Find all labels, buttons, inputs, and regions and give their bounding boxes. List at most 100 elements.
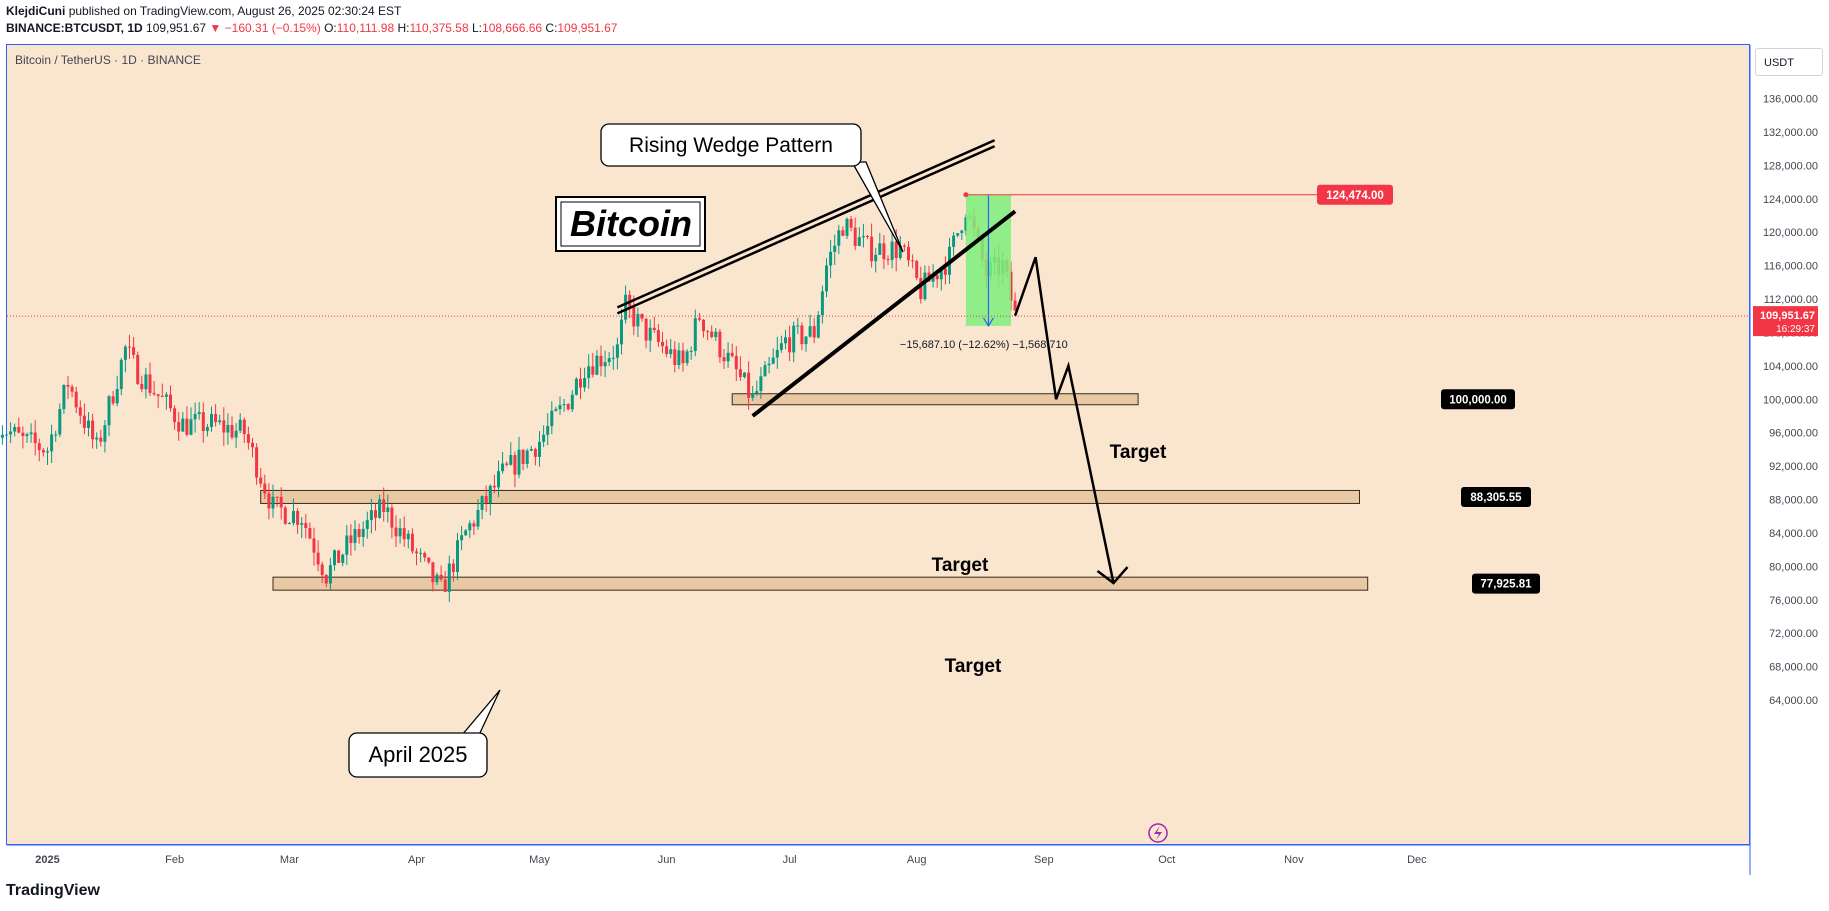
candle [447, 555, 451, 602]
candle-body [431, 562, 435, 583]
measure-arrow-head-icon [982, 317, 994, 327]
y-tick-label: 104,000.00 [1763, 361, 1818, 373]
candle-body [439, 574, 443, 580]
candle-body [665, 346, 669, 355]
candle-body [738, 369, 742, 378]
candle-body [538, 441, 541, 457]
candle [431, 561, 435, 592]
author-name[interactable]: KlejdiCuni [6, 4, 66, 18]
x-tick-label: Oct [1158, 854, 1175, 866]
event-icon[interactable] [1148, 823, 1168, 843]
candle-body [488, 485, 492, 503]
wedge-lower-line[interactable] [751, 209, 1017, 418]
candle-body [796, 325, 800, 327]
candle [640, 313, 644, 322]
candle [505, 461, 509, 467]
candle-body [492, 485, 496, 488]
open-value: 110,111.98 [336, 21, 395, 35]
candle [460, 525, 464, 551]
candle-body [427, 557, 431, 563]
candle [259, 467, 263, 488]
candle-body [320, 564, 324, 576]
april-callout-box[interactable] [348, 732, 488, 778]
target-zone-2[interactable] [260, 489, 1361, 504]
candle [214, 404, 218, 427]
candle-body [177, 422, 181, 432]
candle-body [50, 434, 54, 452]
candle-body [825, 265, 828, 292]
candle [177, 411, 181, 441]
candle [251, 437, 254, 458]
wedge-upper-line-1[interactable] [616, 139, 996, 309]
y-tick-label: 124,000.00 [1763, 194, 1818, 206]
candle-body [447, 563, 451, 592]
wedge-callout-box[interactable] [600, 123, 862, 167]
candle [37, 438, 41, 462]
candle [275, 496, 279, 507]
candle-body [554, 409, 558, 411]
candle-body [386, 507, 390, 513]
candle-body [156, 394, 160, 396]
candle-body [595, 355, 599, 375]
candle-body [546, 426, 550, 435]
candle [718, 328, 722, 364]
candle-body [9, 431, 13, 435]
title-box[interactable] [555, 196, 706, 252]
candle-body [882, 243, 886, 260]
candle-body [878, 243, 882, 255]
candle-body [661, 341, 664, 347]
candle [566, 403, 570, 411]
currency-button[interactable]: USDT [1755, 48, 1823, 76]
price-chart[interactable]: 64,000.00 68,000.00 72,000.00 76,000.00 80,0… [0, 0, 1829, 880]
wedge-callout-text: Rising Wedge Pattern [629, 134, 833, 157]
x-tick-label: Apr [408, 854, 425, 866]
candle-body [685, 351, 689, 364]
y-tick-label: 100,000.00 [1763, 394, 1818, 406]
candle-body [907, 246, 910, 261]
target-zone-3[interactable] [272, 576, 1369, 591]
last-value: 109,951.67 [146, 21, 207, 35]
change-arrow-icon: ▼ [209, 21, 222, 35]
candle-body [152, 392, 156, 395]
y-tick-label: 84,000.00 [1769, 528, 1818, 540]
target-zone-1[interactable] [731, 393, 1139, 406]
wedge-upper-line-2[interactable] [616, 145, 996, 315]
candle [54, 430, 58, 442]
projection-path[interactable] [1013, 256, 1115, 584]
candle-body [784, 337, 787, 344]
candle [681, 342, 685, 372]
projection-arrow-head-icon [1096, 566, 1129, 585]
candle-body [66, 384, 70, 387]
candle [238, 413, 242, 434]
candle-body [259, 477, 263, 484]
last-price-tag[interactable]: 109,951.67 16:29:37 [1753, 306, 1818, 337]
candle [538, 431, 541, 467]
target-3-tag[interactable]: 77,925.81 [1472, 573, 1540, 594]
target-1-tag[interactable]: 100,000.00 [1441, 389, 1515, 410]
candle [144, 367, 148, 399]
tradingview-logo[interactable]: TradingView [6, 882, 100, 900]
candle [87, 412, 90, 437]
x-tick-label: May [529, 854, 550, 866]
candle [866, 235, 869, 240]
candle [242, 417, 246, 443]
candle-body [123, 346, 127, 360]
candle-body [1013, 300, 1017, 311]
candle-body [734, 356, 738, 370]
candle [382, 487, 386, 522]
target-zones [260, 393, 1369, 591]
candle-body [54, 434, 58, 436]
target-2-tag[interactable]: 88,305.55 [1461, 486, 1531, 507]
y-tick-label: 120,000.00 [1763, 227, 1818, 239]
candle [743, 372, 746, 379]
candle-body [214, 413, 218, 423]
candle [17, 417, 21, 434]
candle-body [890, 241, 894, 260]
high-price-tag[interactable]: 124,474.00 [1317, 184, 1393, 205]
candle [365, 511, 369, 539]
x-tick-label: Sep [1034, 854, 1054, 866]
candle [398, 518, 402, 544]
candle [583, 367, 587, 392]
candle-body [521, 449, 525, 464]
candle-body [611, 357, 615, 359]
